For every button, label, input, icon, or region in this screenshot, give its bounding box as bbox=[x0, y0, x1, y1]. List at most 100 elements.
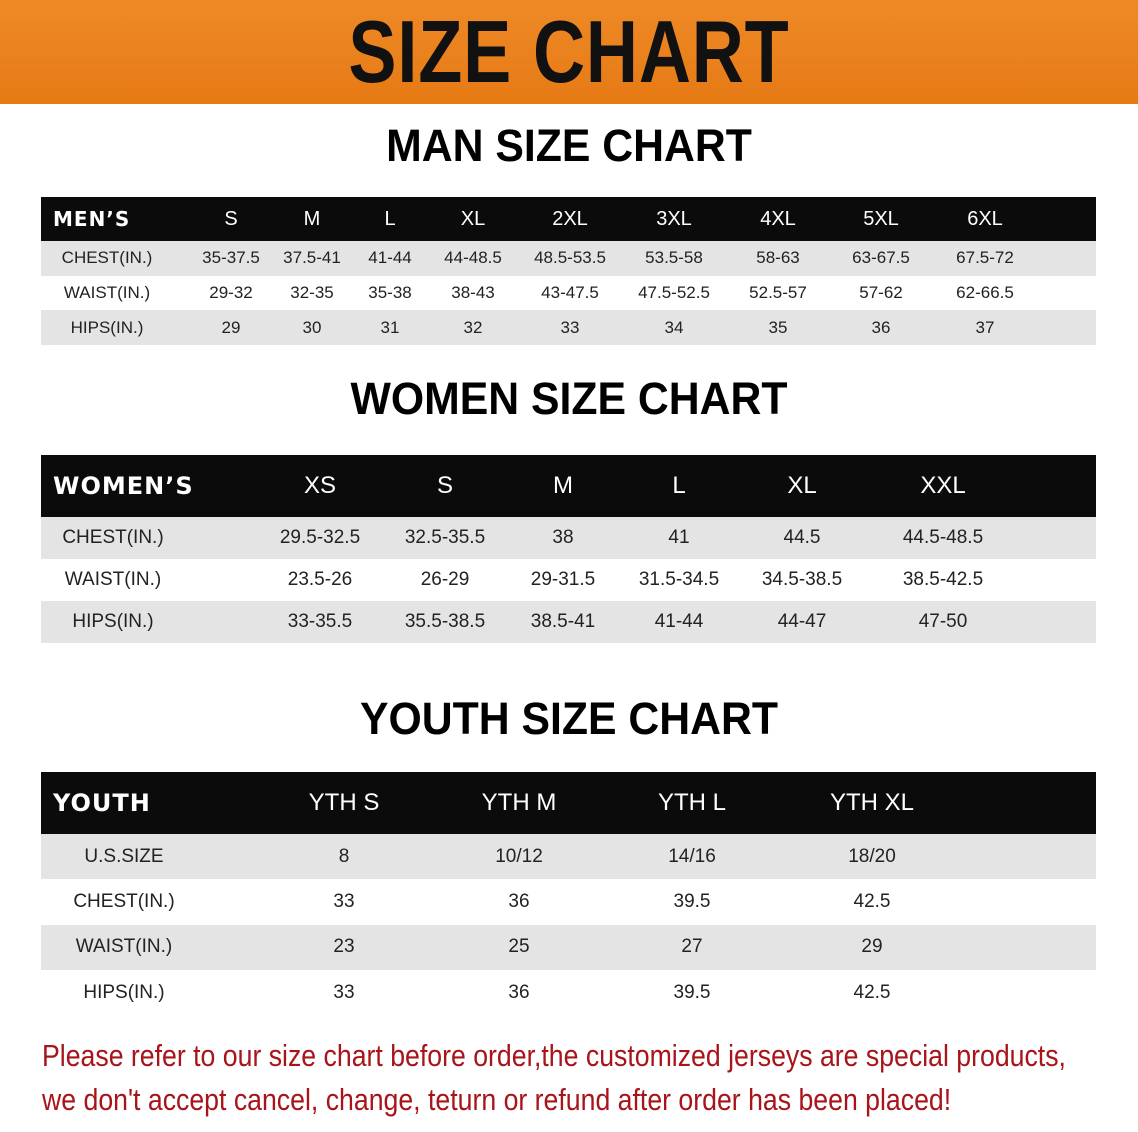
size-header: M bbox=[553, 472, 573, 499]
table-row: WAIST(IN.) 23 25 27 29 bbox=[41, 924, 1096, 970]
measurement-cell: 14/16 bbox=[668, 845, 716, 867]
measurement-cell: 34 bbox=[664, 317, 684, 337]
measurement-cell: 36 bbox=[508, 981, 530, 1003]
measurement-cell: 63-67.5 bbox=[852, 248, 910, 268]
measurement-cell: 33 bbox=[333, 890, 355, 912]
size-header: YTH M bbox=[481, 789, 557, 816]
table-row: CHEST(IN.) 35-37.5 37.5-41 41-44 44-48.5 48.5… bbox=[41, 241, 1096, 276]
measurement-cell: 41 bbox=[668, 527, 690, 548]
size-header: 2XL bbox=[552, 207, 588, 230]
measurement-cell: 44.5 bbox=[783, 527, 821, 548]
table-row: HIPS(IN.) 33 36 39.5 42.5 bbox=[41, 969, 1096, 1016]
row-label: HIPS(IN.) bbox=[70, 317, 144, 337]
table-row: HIPS(IN.) 33-35.5 35.5-38.5 38.5-41 41-44 44-… bbox=[41, 601, 1096, 643]
measurement-cell: 35-37.5 bbox=[202, 248, 260, 268]
measurement-cell: 32.5-35.5 bbox=[404, 527, 486, 548]
notice-line-1: Please refer to our size chart before or… bbox=[42, 1038, 1066, 1073]
measurement-cell: 32 bbox=[463, 317, 483, 337]
measurement-cell: 29 bbox=[861, 936, 883, 958]
table-row: HIPS(IN.) 29 30 31 32 33 34 35 36 37 bbox=[41, 310, 1096, 346]
measurement-cell: 31.5-34.5 bbox=[638, 569, 720, 590]
measurement-cell: 58-63 bbox=[756, 248, 800, 268]
row-label: WAIST(IN.) bbox=[75, 936, 173, 958]
row-label: CHEST(IN.) bbox=[61, 248, 153, 268]
measurement-cell: 33 bbox=[560, 317, 580, 337]
measurement-cell: 35.5-38.5 bbox=[404, 611, 486, 632]
row-label: U.S.SIZE bbox=[84, 845, 164, 867]
measurement-cell: 38.5-42.5 bbox=[902, 569, 984, 590]
banner: SIZE CHART bbox=[0, 0, 1138, 104]
measurement-cell: 8 bbox=[338, 845, 350, 867]
banner-title: SIZE CHART bbox=[348, 2, 790, 101]
measurement-cell: 42.5 bbox=[853, 981, 891, 1003]
size-header: S bbox=[436, 472, 454, 499]
measurement-cell: 44-47 bbox=[777, 611, 827, 632]
measurement-cell: 67.5-72 bbox=[956, 248, 1014, 268]
measurement-cell: 18/20 bbox=[848, 845, 896, 867]
row-label: CHEST(IN.) bbox=[73, 890, 175, 912]
size-header: XL bbox=[787, 472, 817, 499]
measurement-cell: 31 bbox=[380, 317, 400, 337]
measurement-cell: 48.5-53.5 bbox=[534, 248, 606, 268]
measurement-cell: 29 bbox=[221, 317, 241, 337]
measurement-cell: 57-62 bbox=[859, 283, 903, 303]
measurement-cell: 41-44 bbox=[654, 611, 704, 632]
measurement-cell: 37.5-41 bbox=[283, 248, 341, 268]
measurement-cell: 29-31.5 bbox=[530, 569, 596, 590]
measurement-cell: 37 bbox=[975, 317, 995, 337]
measurement-cell: 39.5 bbox=[673, 890, 711, 912]
measurement-cell: 35 bbox=[768, 317, 788, 337]
youth-section-title: YOUTH SIZE CHART bbox=[359, 693, 778, 744]
measurement-cell: 29-32 bbox=[209, 283, 253, 303]
measurement-cell: 52.5-57 bbox=[749, 283, 807, 303]
table-row: U.S.SIZE 8 10/12 14/16 18/20 bbox=[41, 834, 1096, 880]
measurement-cell: 32-35 bbox=[290, 283, 334, 303]
size-header: XL bbox=[460, 207, 486, 230]
measurement-cell: 34.5-38.5 bbox=[761, 569, 843, 590]
measurement-cell: 33-35.5 bbox=[287, 611, 353, 632]
table-label: WOMEN’S bbox=[53, 472, 194, 500]
measurement-cell: 23 bbox=[333, 936, 355, 958]
size-header: S bbox=[224, 207, 238, 230]
table-row: WAIST(IN.) 23.5-26 26-29 29-31.5 31.5-34.5 34… bbox=[41, 559, 1096, 601]
measurement-cell: 38-43 bbox=[451, 283, 495, 303]
measurement-cell: 47.5-52.5 bbox=[638, 283, 710, 303]
table-row: CHEST(IN.) 29.5-32.5 32.5-35.5 38 41 44.5 44.5… bbox=[41, 517, 1096, 559]
size-header: M bbox=[303, 207, 321, 230]
measurement-cell: 39.5 bbox=[673, 981, 711, 1003]
table-label: MEN’S bbox=[53, 207, 131, 231]
measurement-cell: 42.5 bbox=[853, 890, 891, 912]
measurement-cell: 26-29 bbox=[420, 569, 470, 590]
size-header: YTH L bbox=[657, 789, 727, 816]
measurement-cell: 36 bbox=[871, 317, 891, 337]
measurement-cell: 33 bbox=[333, 981, 355, 1003]
men-header-row: MEN’S S M L XL 2XL 3XL 4XL 5XL 6XL bbox=[41, 197, 1096, 241]
measurement-cell: 38.5-41 bbox=[530, 611, 596, 632]
row-label: HIPS(IN.) bbox=[72, 611, 154, 632]
measurement-cell: 25 bbox=[508, 936, 530, 958]
measurement-cell: 43-47.5 bbox=[541, 283, 599, 303]
size-header: 3XL bbox=[656, 207, 692, 230]
measurement-cell: 62-66.5 bbox=[956, 283, 1014, 303]
row-label: WAIST(IN.) bbox=[63, 283, 151, 303]
measurement-cell: 35-38 bbox=[368, 283, 412, 303]
men-section-title: MAN SIZE CHART bbox=[386, 120, 752, 171]
size-header: 5XL bbox=[863, 207, 899, 230]
row-label: WAIST(IN.) bbox=[64, 569, 162, 590]
measurement-cell: 27 bbox=[681, 936, 703, 958]
measurement-cell: 36 bbox=[508, 890, 530, 912]
measurement-cell: 47-50 bbox=[918, 611, 968, 632]
table-row: CHEST(IN.) 33 36 39.5 42.5 bbox=[41, 879, 1096, 925]
size-header: 6XL bbox=[967, 207, 1003, 230]
measurement-cell: 23.5-26 bbox=[287, 569, 353, 590]
table-row: WAIST(IN.) 29-32 32-35 35-38 38-43 43-47.5 47.… bbox=[41, 275, 1096, 311]
measurement-cell: 10/12 bbox=[495, 845, 543, 867]
table-label: YOUTH bbox=[53, 789, 151, 817]
row-label: CHEST(IN.) bbox=[62, 527, 164, 548]
row-label: HIPS(IN.) bbox=[83, 981, 165, 1003]
size-header: L bbox=[672, 472, 686, 499]
size-header: XXL bbox=[920, 472, 966, 499]
measurement-cell: 53.5-58 bbox=[645, 248, 703, 268]
measurement-cell: 44-48.5 bbox=[444, 248, 502, 268]
women-header-row: WOMEN’S XS S M L XL XXL bbox=[41, 455, 1096, 517]
